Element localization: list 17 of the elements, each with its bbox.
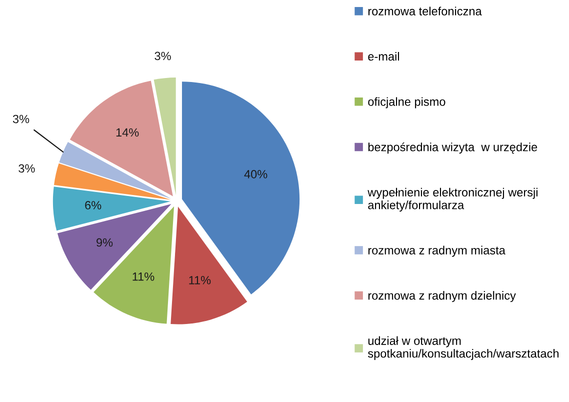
legend-label: wypełnienie elektronicznej wersji ankiety/formularza [368,188,538,212]
legend-label: oficjalne pismo [368,97,446,108]
legend-label: rozmowa telefoniczna [368,6,482,16]
data-label: 11% [189,276,211,284]
legend-label: bezpośrednia wizyta w urzędzie [368,142,538,154]
data-label: 3% [154,52,171,60]
legend-label: udział w otwartym spotkaniu/konsultacjach/warsztatach [368,336,558,360]
data-label: 11% [132,272,154,281]
data-label: 14% [116,128,139,137]
legend-label: e-mail [368,52,399,61]
data-label: 3% [12,114,30,124]
legend-label: rozmowa z radnym dzielnicy [368,291,516,302]
data-label: 3% [18,164,35,173]
legend-label: rozmowa z radnym miasta [368,246,506,257]
data-label: 40% [244,170,268,178]
data-label: 9% [96,238,113,247]
data-label: 6% [85,201,102,210]
